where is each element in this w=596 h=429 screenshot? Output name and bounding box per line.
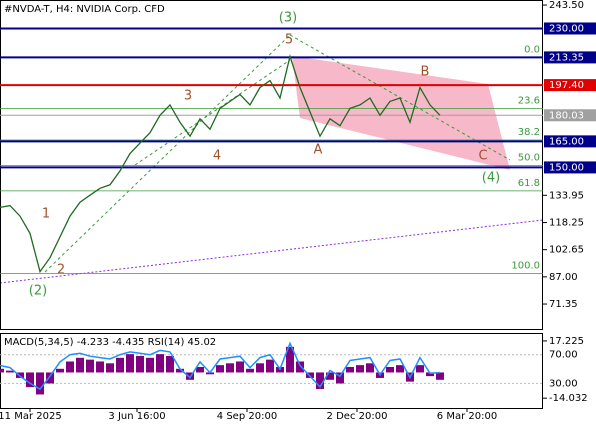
fib-label: 23.6: [518, 95, 540, 106]
wave-label: C: [478, 149, 487, 164]
macd-bar: [236, 361, 244, 373]
macd-bar: [246, 368, 254, 373]
macd-bar: [76, 357, 84, 373]
macd-bar: [356, 365, 364, 373]
trend-line: [44, 34, 291, 273]
y-tick-label: 102.65: [549, 245, 584, 256]
level-label: 213.35: [549, 52, 584, 63]
x-tick-label: 2 Dec 20:00: [327, 411, 388, 422]
level-tag: [544, 22, 596, 35]
wave-label: 5: [285, 33, 293, 48]
wave-label: (3): [279, 11, 297, 26]
indicator-label: MACD(5,34,5) -4.233 -4.435 RSI(14) 45.02: [4, 337, 216, 348]
macd-bar: [316, 372, 324, 389]
macd-bar: [226, 363, 234, 373]
macd-bar: [396, 365, 404, 373]
macd-bar: [436, 372, 444, 380]
level-label: 197.40: [549, 80, 584, 91]
x-tick-label: 4 Sep 20:00: [217, 411, 277, 422]
x-tick-label: 11 Mar 2025: [0, 411, 62, 422]
macd-bar: [216, 365, 224, 373]
macd-bar: [66, 361, 74, 373]
y-tick-label: -14.032: [549, 393, 588, 404]
price-line: [0, 53, 441, 274]
macd-bar: [86, 359, 94, 373]
y-tick-label: 71.35: [549, 299, 578, 310]
macd-bar: [366, 363, 374, 373]
wave-label: B: [421, 65, 430, 80]
macd-bar: [326, 372, 334, 380]
macd-bar: [106, 363, 114, 373]
level-tag: [544, 51, 596, 64]
level-tag: [544, 161, 596, 174]
macd-bar: [266, 359, 274, 373]
macd-bar: [296, 361, 304, 373]
macd-bar: [156, 354, 164, 373]
wave-label: (2): [29, 284, 47, 299]
level-tag: [544, 109, 596, 122]
fib-label: 38.2: [518, 127, 540, 138]
fib-label: 61.8: [518, 178, 540, 189]
level-tag: [544, 135, 596, 148]
macd-bar: [286, 346, 294, 373]
macd-bar: [26, 372, 34, 388]
wave-label: 2: [57, 263, 65, 278]
macd-bar: [166, 355, 174, 373]
macd-bar: [416, 365, 424, 373]
fib-label: 100.0: [511, 260, 540, 271]
macd-bar: [176, 368, 184, 373]
macd-bar: [136, 355, 144, 373]
y2-tick-label: 70.00: [549, 350, 578, 361]
level-tag: [544, 79, 596, 92]
macd-bar: [96, 361, 104, 373]
macd-bar: [426, 372, 434, 377]
wave-label: A: [314, 143, 323, 158]
fib-label: 0.0: [524, 44, 540, 55]
y-tick-label: 243.50: [549, 0, 584, 11]
wave-label: 3: [184, 89, 192, 104]
level-label: 150.00: [549, 162, 584, 173]
y-tick-label: 17.225: [549, 336, 584, 347]
level-label: 165.00: [549, 136, 584, 147]
macd-bar: [346, 366, 354, 373]
x-tick-label: 3 Jun 16:00: [108, 411, 165, 422]
wave-label: 4: [213, 149, 221, 164]
trend-line: [0, 219, 544, 284]
macd-bar: [196, 366, 204, 373]
macd-bar: [116, 357, 124, 373]
y-tick-label: 87.00: [549, 272, 578, 283]
macd-bar: [46, 372, 54, 384]
macd-bar: [146, 357, 154, 373]
level-label: 180.03: [549, 110, 584, 121]
y-tick-label: 118.25: [549, 218, 584, 229]
y-tick-label: 133.95: [549, 190, 584, 201]
level-label: 230.00: [549, 23, 584, 34]
rsi-line: [0, 341, 441, 391]
macd-bar: [56, 368, 64, 373]
trend-line: [134, 59, 291, 166]
wave-label: 1: [42, 207, 50, 222]
fib-label: 50.0: [518, 152, 540, 163]
macd-bar: [186, 372, 194, 380]
macd-bar: [256, 363, 264, 373]
macd-bar: [386, 366, 394, 373]
macd-bar: [126, 354, 134, 373]
macd-bar: [0, 368, 4, 373]
wave-label: (4): [482, 171, 500, 186]
macd-bar: [336, 372, 344, 384]
x-tick-label: 6 Mar 20:00: [437, 411, 497, 422]
header: #NVDA-T, H4: NVIDIA Corp. CFD: [4, 4, 165, 15]
macd-bar: [36, 372, 44, 395]
macd-bar: [6, 370, 14, 373]
y2-tick-label: 30.00: [549, 378, 578, 389]
